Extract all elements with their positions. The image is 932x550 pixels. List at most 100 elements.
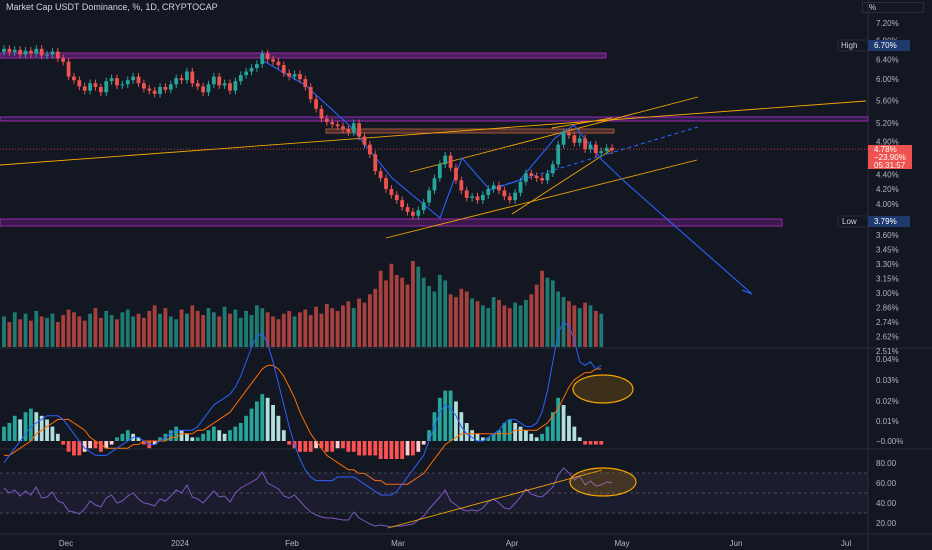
high-value-bg [868,40,910,51]
candle-body [2,48,6,52]
volume-bar [432,291,437,347]
candle-body [459,180,464,191]
macd-histogram-bar [276,415,281,441]
macd-histogram-bar [341,441,345,449]
price-axis-tick-label: 7.20% [876,19,899,28]
volume-bar [29,320,33,347]
macd-histogram-bar [195,437,200,441]
volume-bar [351,308,356,347]
trend-line [385,159,698,239]
candle-body [120,84,125,86]
candle-body [389,188,394,195]
macd-histogram-bar [567,415,571,441]
volume-bar [335,310,340,347]
volume-bar [18,319,23,347]
candle-body [308,86,313,100]
macd-histogram-bar [249,408,254,441]
candle-body [18,49,23,55]
rsi-axis-tick-label: 20.00 [876,519,897,528]
volume-bar [534,284,539,347]
volume-bar [45,317,49,347]
candle-body [66,61,71,77]
low-tag-label: Low [842,217,857,226]
candle-body [104,81,109,93]
candle-body [238,75,243,82]
volume-bar [260,308,265,347]
candle-body [480,194,485,201]
low-value-bg [868,216,910,227]
volume-bar [168,316,173,347]
volume-bar [486,308,491,347]
volume-bar [324,304,329,347]
macd-line [3,321,602,496]
macd-histogram-bar [281,430,286,441]
time-axis-tick-label: Mar [391,539,405,548]
volume-bar [254,305,259,347]
candle-body [319,108,324,119]
volume-bar [195,310,200,347]
resistance-zone-mid [0,116,869,122]
volume-bar [131,316,136,347]
macd-histogram-bar [168,430,173,441]
price-axis-tick-label: 3.60% [876,231,899,240]
macd-histogram-bar [529,433,534,441]
macd-histogram-bar [513,423,518,441]
last-price-bg [868,145,912,169]
macd-histogram-bar [454,401,458,441]
macd-histogram-bar [77,441,82,456]
candle-body [502,190,507,197]
candle-body [303,79,308,87]
candle-body [39,48,44,56]
candle-body [351,123,356,133]
macd-histogram-bar [50,426,55,441]
macd-histogram-bar [502,423,507,441]
volume-bar [109,315,114,347]
candle-body [265,53,270,60]
candle-body [550,164,555,174]
macd-histogram-bar [524,430,528,441]
volume-bar [341,305,345,347]
macd-histogram-bar [39,415,44,441]
macd-histogram-bar [238,423,243,441]
candle-body [486,188,491,195]
volume-bar [540,270,544,347]
time-axis-tick-label: Dec [59,539,73,548]
volume-bar [389,263,394,347]
macd-histogram-bar [136,437,141,441]
unit-selector[interactable]: % [862,2,924,13]
price-axis-tick-label: 2.51% [876,347,899,356]
candle-body [378,171,383,179]
candle-body [464,190,469,198]
macd-histogram-bar [190,437,195,441]
macd-histogram-bar [158,437,162,441]
volume-bar [55,322,60,347]
candle-body [583,138,587,150]
rsi-axis-tick-label: 60.00 [876,479,897,488]
time-axis-tick-label: Jul [841,539,851,548]
candle-body [249,68,254,72]
candle-body [513,192,518,201]
volume-bar [464,291,469,347]
volume-bar [281,313,286,347]
macd-histogram-bar [271,405,275,441]
macd-histogram-bar [233,426,238,441]
candle-body [416,210,421,216]
candle-body [93,83,98,87]
volume-bar [308,315,313,347]
candle-body [190,71,195,84]
macd-histogram-bar [416,441,421,452]
volume-bar [588,305,593,347]
trend-line [0,100,867,166]
candle-body [324,118,329,123]
macd-histogram-bar [98,441,103,452]
support-zone-bottom [0,218,783,227]
volume-bar [507,308,512,347]
macd-histogram-bar [298,441,302,452]
high-value-label: 6.70% [874,41,897,50]
volume-bar [437,274,442,347]
volume-bar [378,270,383,347]
macd-axis-tick-label: 0.02% [876,397,899,406]
volume-bar [190,305,195,347]
candle-body [206,84,211,93]
